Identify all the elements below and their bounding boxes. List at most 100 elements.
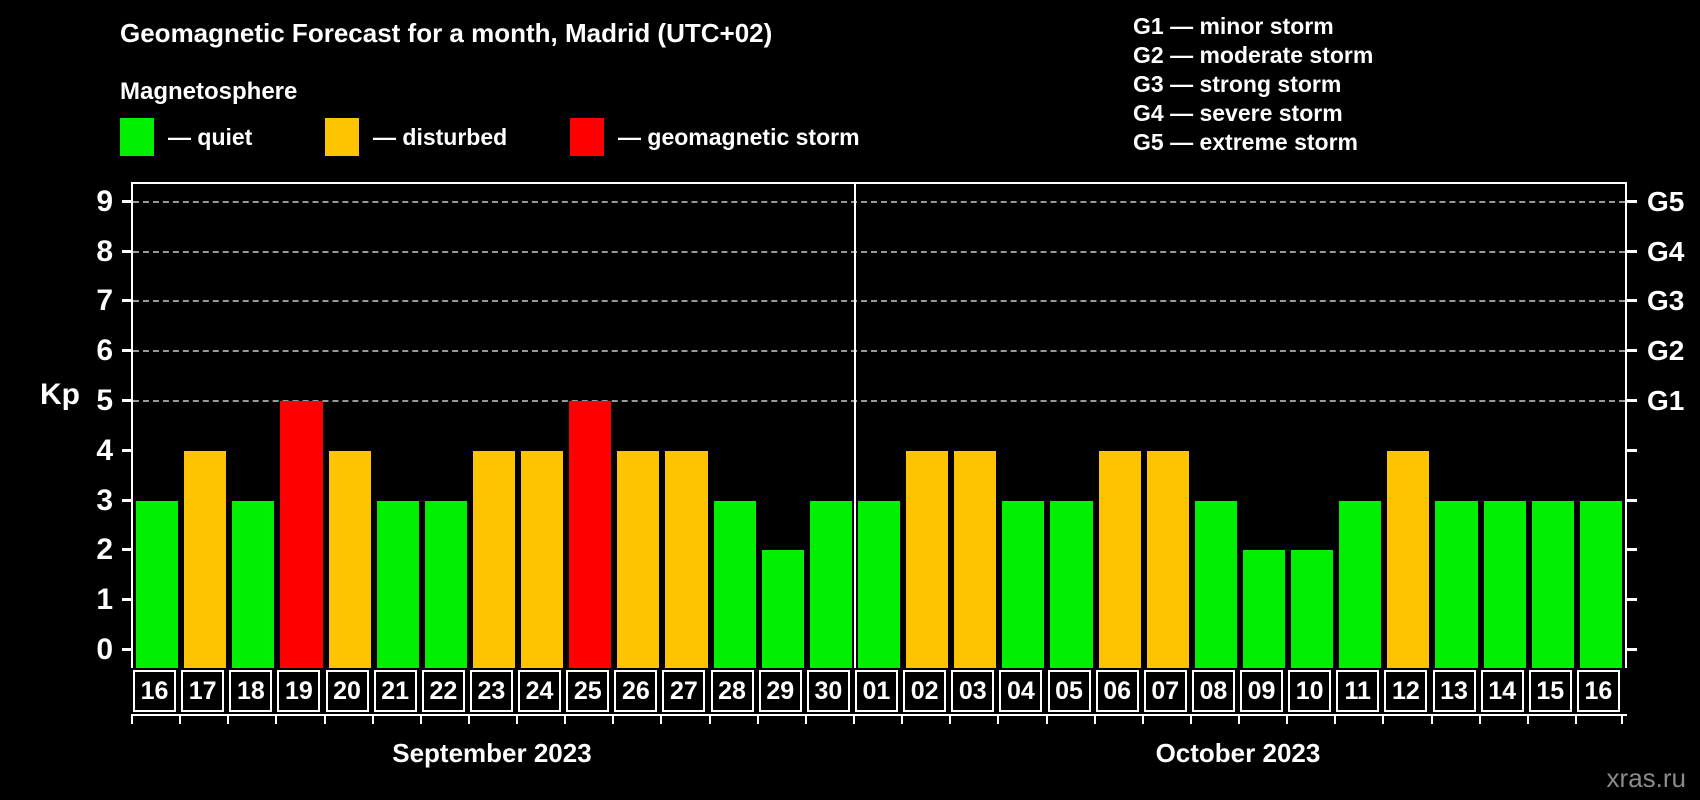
y-axis-label-2: 2 [96,533,113,567]
day-label-sep-27: 27 [662,670,706,712]
bottom-tick-10 [612,716,615,724]
left-tick-0 [122,648,133,651]
kp-bar-day-17 [184,450,227,668]
day-label-sep-22: 22 [421,670,465,712]
kp-bar-day-20 [328,450,371,668]
bar-cell-15 [1529,184,1577,668]
day-label-sep-23: 23 [469,670,513,712]
bottom-tick-9 [564,716,567,724]
bottom-tick-18 [997,716,1000,724]
g-axis-label-g4: G4 [1647,235,1685,267]
day-label-sep-26: 26 [614,670,658,712]
right-tick-9 [1625,199,1637,203]
kp-bar-day-01 [857,500,901,668]
bar-cell-21 [374,184,422,668]
g2-legend-line: G2 — moderate storm [1133,42,1374,68]
day-label-oct-16: 16 [1576,670,1620,712]
right-tick-1 [1625,598,1637,602]
kp-bar-day-08 [1194,500,1237,668]
g-axis-label-g3: G3 [1647,285,1685,317]
kp-bar-day-07 [1146,450,1189,668]
bar-cell-02 [903,184,951,668]
y-axis-title: Kp [40,378,80,411]
kp-bar-day-22 [424,500,467,668]
bottom-tick-8 [516,716,518,724]
bar-cell-28 [711,184,759,668]
bottom-tick-2 [227,716,230,724]
right-tick-6 [1625,349,1637,353]
bottom-tick-1 [179,716,182,724]
bottom-tick-11 [660,716,663,724]
bottom-axis-line [131,714,1627,716]
day-label-oct-13: 13 [1432,670,1476,712]
bottom-tick-13 [756,716,759,724]
kp-bar-day-19 [280,401,323,668]
kp-bar-day-18 [232,500,275,668]
g-axis-label-g2: G2 [1647,335,1685,367]
g-axis-label-g1: G1 [1647,385,1685,416]
day-label-oct-14: 14 [1480,670,1524,712]
bar-cell-14 [1481,184,1529,668]
kp-bar-day-16 [1579,500,1622,668]
bottom-tick-27 [1430,716,1433,724]
plot-area: 0 1 2 3 4 5 6 7 8 9 G1 G2 G3 G4 G5 [96,182,1684,668]
kp-bar-day-21 [376,500,419,668]
day-label-oct-11: 11 [1336,670,1380,712]
left-tick-1 [122,598,133,602]
left-tick-9 [122,199,133,203]
bar-cell-27 [662,184,710,668]
right-tick-8 [1625,249,1637,253]
bottom-tick-28 [1478,716,1481,724]
kp-bar-day-05 [1050,500,1093,668]
y-axis-label-9: 9 [96,184,113,218]
bar-cell-11 [1336,184,1384,668]
bottom-tick-5 [371,716,374,724]
legend-item-quiet: — quiet [120,118,252,156]
bottom-tick-30 [1574,716,1577,724]
left-tick-4 [122,448,133,452]
right-tick-2 [1625,548,1637,552]
day-label-oct-08: 08 [1191,670,1235,712]
bottom-tick-24 [1286,716,1289,724]
left-tick-2 [122,548,133,552]
day-label-oct-15: 15 [1528,670,1572,712]
kp-bar-day-06 [1098,450,1141,668]
bar-cell-23 [470,184,518,668]
magnetosphere-subtitle: Magnetosphere [120,78,298,105]
day-label-oct-01: 01 [854,670,898,712]
bottom-tick-4 [323,716,326,724]
bar-cell-13 [1432,184,1480,668]
day-label-sep-20: 20 [325,670,369,712]
bar-cell-20 [326,184,374,668]
bar-cell-07 [1144,184,1192,668]
legend-label-disturbed: — disturbed [373,123,508,150]
y-axis-label-7: 7 [96,284,113,318]
kp-bar-day-13 [1435,500,1478,668]
kp-bar-day-02 [906,450,949,668]
left-tick-3 [122,498,133,502]
kp-bar-day-30 [809,500,852,668]
day-label-sep-28: 28 [710,670,754,712]
bottom-tick-17 [949,716,952,724]
kp-bar-day-27 [665,450,708,668]
right-tick-7 [1625,299,1637,303]
bar-cell-26 [614,184,662,668]
day-label-oct-12: 12 [1384,670,1428,712]
bottom-tick-6 [419,716,422,724]
bar-cell-24 [518,184,566,668]
y-axis-label-5: 5 [96,384,113,417]
kp-bar-day-29 [761,550,804,668]
bottom-tick-26 [1382,716,1385,724]
bar-cell-17 [181,184,229,668]
month-label-october: October 2023 [1155,738,1321,768]
left-tick-7 [122,299,133,303]
day-label-sep-17: 17 [181,670,225,712]
bar-cell-05 [1047,184,1095,668]
legend-label-storm: — geomagnetic storm [618,123,860,150]
day-label-oct-07: 07 [1143,670,1187,712]
bottom-tick-29 [1526,716,1529,724]
bottom-tick-22 [1189,716,1192,724]
gridline-kp-9 [133,200,1625,203]
legend-label-quiet: — quiet [168,123,253,150]
